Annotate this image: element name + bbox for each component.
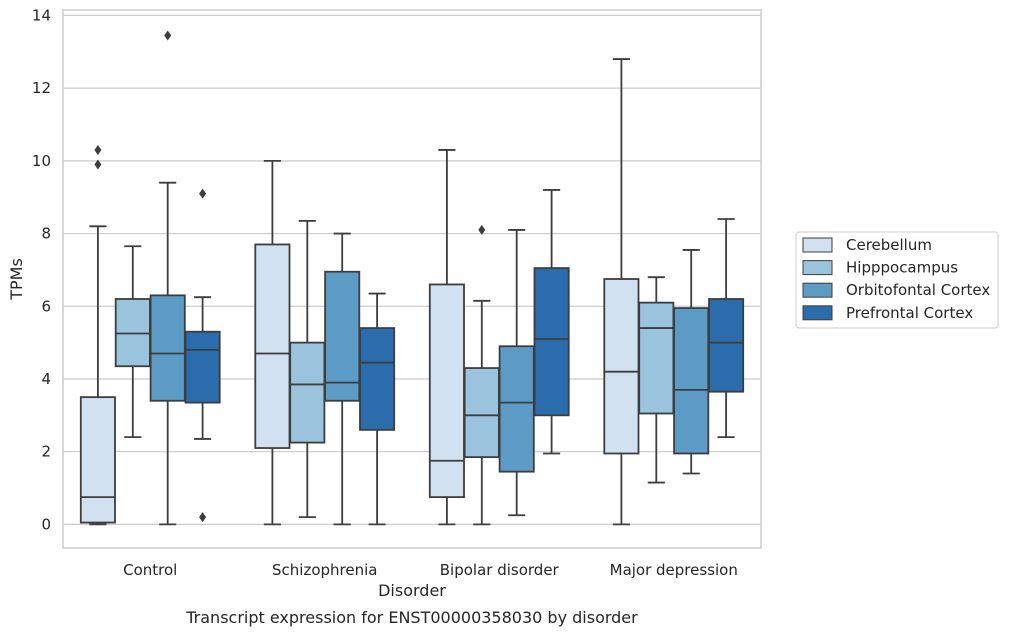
legend-swatch (802, 237, 833, 253)
boxplot-0-0 (79, 144, 116, 526)
box (359, 327, 396, 431)
boxplot-3-3 (708, 218, 745, 439)
boxplot-3-1 (638, 276, 675, 484)
outlier-point (94, 159, 102, 170)
y-tick-label: 0 (41, 515, 51, 533)
legend: Cerebellum Hipppocampus Orbitofontal Corte… (795, 231, 999, 329)
box (428, 283, 465, 499)
box (149, 294, 186, 402)
legend-label: Orbitofontal Cortex (846, 281, 990, 299)
boxplot-3-2 (673, 249, 710, 475)
legend-label: Cerebellum (846, 236, 932, 254)
boxplot-2-2 (498, 229, 535, 517)
y-tick-label: 2 (41, 443, 51, 461)
box (708, 298, 745, 393)
box (289, 341, 326, 444)
x-tick-label: Major depression (610, 561, 738, 579)
y-tick-labels: 0 2 4 6 8 10 12 14 (32, 6, 51, 533)
legend-swatch (802, 282, 833, 298)
y-tick-label: 10 (32, 152, 51, 170)
boxplot-1-1 (289, 219, 326, 519)
boxplot-3-0 (603, 58, 640, 526)
box (184, 330, 221, 404)
box (603, 278, 640, 455)
outlier-point (478, 224, 486, 235)
boxplot-0-1 (114, 245, 151, 439)
x-tick-label: Bipolar disorder (440, 561, 560, 579)
legend-label: Hipppocampus (846, 259, 958, 277)
x-tick-labels: Control Schizophrenia Bipolar disorder Majo… (123, 561, 738, 579)
box (324, 270, 361, 402)
y-tick-label: 14 (32, 6, 51, 24)
box (79, 396, 116, 524)
boxplot-2-1 (463, 224, 500, 526)
outlier-point (199, 512, 207, 523)
outlier-point (164, 30, 172, 41)
box (114, 298, 151, 368)
outlier-point (199, 188, 207, 199)
boxplot-0-3 (184, 188, 221, 523)
boxplot-1-0 (254, 159, 291, 526)
boxplot-2-3 (533, 189, 570, 455)
legend-swatch (802, 260, 833, 276)
boxplot-2-0 (428, 149, 465, 526)
box (673, 307, 710, 455)
box (463, 367, 500, 459)
box (498, 345, 535, 473)
plot-frame (62, 9, 762, 549)
x-axis-label: Disorder (378, 581, 446, 600)
legend-label: Prefrontal Cortex (846, 304, 973, 322)
box (533, 267, 570, 417)
y-tick-label: 8 (41, 225, 51, 243)
y-tick-label: 6 (41, 297, 51, 315)
plot-boxes (79, 30, 745, 526)
legend-swatch (802, 305, 833, 321)
box (254, 243, 291, 449)
boxplot-0-2 (149, 30, 186, 526)
x-tick-label: Control (123, 561, 177, 579)
chart-caption: Transcript expression for ENST0000035803… (185, 608, 638, 627)
y-axis-label: TPMs (7, 258, 26, 301)
boxplot-1-2 (324, 232, 361, 526)
outlier-point (94, 144, 102, 155)
y-tick-label: 12 (32, 79, 51, 97)
box (638, 301, 675, 415)
legend-frame (795, 231, 999, 329)
x-tick-label: Schizophrenia (272, 561, 377, 579)
y-tick-label: 4 (41, 370, 51, 388)
boxplot-1-3 (359, 292, 396, 526)
